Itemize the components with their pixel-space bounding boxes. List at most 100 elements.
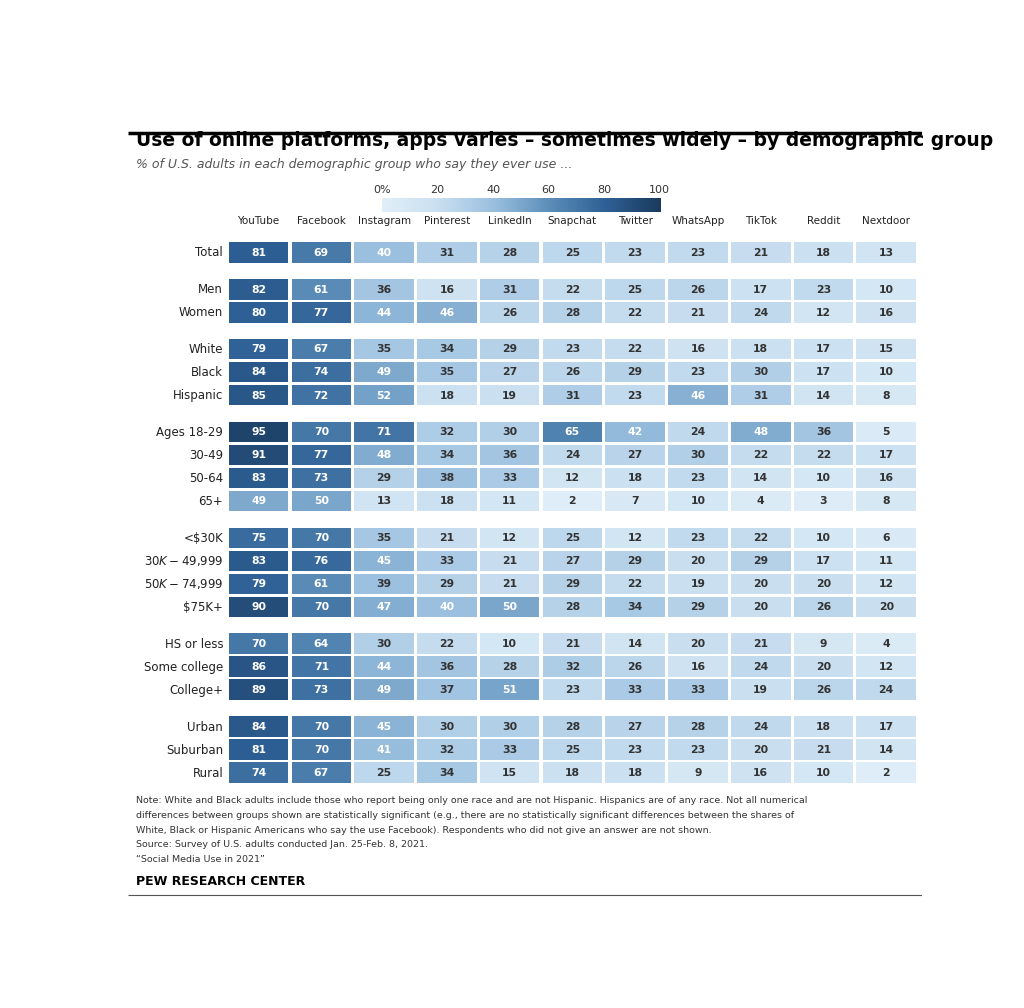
Text: 48: 48 xyxy=(377,451,391,461)
Bar xyxy=(443,198,445,212)
FancyBboxPatch shape xyxy=(856,679,916,701)
Bar xyxy=(424,198,426,212)
Bar xyxy=(390,198,392,212)
Text: 28: 28 xyxy=(565,722,580,732)
Bar xyxy=(595,198,597,212)
Text: 70: 70 xyxy=(313,533,329,543)
FancyBboxPatch shape xyxy=(731,302,791,323)
Bar xyxy=(456,198,458,212)
FancyBboxPatch shape xyxy=(417,597,477,617)
FancyBboxPatch shape xyxy=(228,242,289,263)
Bar xyxy=(393,198,395,212)
FancyBboxPatch shape xyxy=(417,717,477,737)
Text: 31: 31 xyxy=(754,390,768,400)
Text: 44: 44 xyxy=(377,307,392,318)
Bar xyxy=(628,198,630,212)
Text: Black: Black xyxy=(191,366,223,379)
FancyBboxPatch shape xyxy=(794,445,853,466)
Bar xyxy=(550,198,552,212)
Text: 32: 32 xyxy=(439,427,455,437)
Bar xyxy=(459,198,461,212)
Text: 26: 26 xyxy=(690,284,706,294)
Text: 29: 29 xyxy=(565,580,580,590)
Text: 33: 33 xyxy=(502,474,517,484)
Text: Total: Total xyxy=(196,246,223,259)
Bar xyxy=(494,198,496,212)
FancyBboxPatch shape xyxy=(417,385,477,405)
Text: 70: 70 xyxy=(313,603,329,612)
Text: 30: 30 xyxy=(502,427,517,437)
FancyBboxPatch shape xyxy=(794,739,853,760)
Bar xyxy=(648,198,651,212)
FancyBboxPatch shape xyxy=(668,762,728,783)
FancyBboxPatch shape xyxy=(354,362,414,382)
Bar xyxy=(565,198,567,212)
Bar xyxy=(482,198,484,212)
FancyBboxPatch shape xyxy=(668,339,728,360)
FancyBboxPatch shape xyxy=(354,242,414,263)
Bar xyxy=(551,198,554,212)
Bar xyxy=(389,198,391,212)
Text: 37: 37 xyxy=(439,685,455,696)
FancyBboxPatch shape xyxy=(292,339,351,360)
Bar xyxy=(452,198,454,212)
Text: $30K-$49,999: $30K-$49,999 xyxy=(144,554,223,569)
Text: 4: 4 xyxy=(883,639,890,649)
FancyBboxPatch shape xyxy=(292,550,351,572)
Text: 47: 47 xyxy=(377,603,392,612)
Text: 22: 22 xyxy=(753,451,768,461)
FancyBboxPatch shape xyxy=(228,527,289,548)
Bar xyxy=(525,198,527,212)
FancyBboxPatch shape xyxy=(668,656,728,677)
Bar xyxy=(495,198,497,212)
Bar xyxy=(613,198,616,212)
Text: 28: 28 xyxy=(565,307,580,318)
FancyBboxPatch shape xyxy=(668,633,728,654)
Text: 35: 35 xyxy=(377,345,391,355)
Bar xyxy=(480,198,482,212)
Bar xyxy=(549,198,551,212)
Text: 23: 23 xyxy=(628,390,643,400)
Bar xyxy=(432,198,434,212)
FancyBboxPatch shape xyxy=(228,762,289,783)
Text: 34: 34 xyxy=(439,345,455,355)
Bar xyxy=(416,198,418,212)
FancyBboxPatch shape xyxy=(668,679,728,701)
FancyBboxPatch shape xyxy=(354,762,414,783)
FancyBboxPatch shape xyxy=(794,491,853,511)
Bar xyxy=(651,198,653,212)
Text: WhatsApp: WhatsApp xyxy=(672,216,725,226)
FancyBboxPatch shape xyxy=(605,633,665,654)
Bar xyxy=(512,198,515,212)
FancyBboxPatch shape xyxy=(480,762,540,783)
Text: 29: 29 xyxy=(502,345,517,355)
FancyBboxPatch shape xyxy=(480,574,540,595)
Text: 32: 32 xyxy=(439,745,455,755)
Bar xyxy=(647,198,649,212)
Text: 83: 83 xyxy=(251,556,266,566)
Bar xyxy=(640,198,642,212)
Text: 23: 23 xyxy=(690,745,706,755)
Bar xyxy=(597,198,599,212)
Text: 31: 31 xyxy=(565,390,580,400)
Text: 70: 70 xyxy=(251,639,266,649)
Text: 22: 22 xyxy=(439,639,455,649)
Bar xyxy=(488,198,492,212)
Bar xyxy=(639,198,641,212)
Text: 23: 23 xyxy=(816,284,831,294)
Bar xyxy=(547,198,550,212)
FancyBboxPatch shape xyxy=(668,421,728,443)
Text: 100: 100 xyxy=(649,184,671,195)
Text: Urban: Urban xyxy=(187,721,223,734)
FancyBboxPatch shape xyxy=(731,421,791,443)
Bar xyxy=(449,198,451,212)
Text: 33: 33 xyxy=(502,745,517,755)
FancyBboxPatch shape xyxy=(228,717,289,737)
FancyBboxPatch shape xyxy=(543,597,602,617)
Bar xyxy=(643,198,645,212)
Text: 21: 21 xyxy=(754,248,768,258)
FancyBboxPatch shape xyxy=(354,597,414,617)
FancyBboxPatch shape xyxy=(794,762,853,783)
Bar xyxy=(618,198,621,212)
FancyBboxPatch shape xyxy=(354,574,414,595)
